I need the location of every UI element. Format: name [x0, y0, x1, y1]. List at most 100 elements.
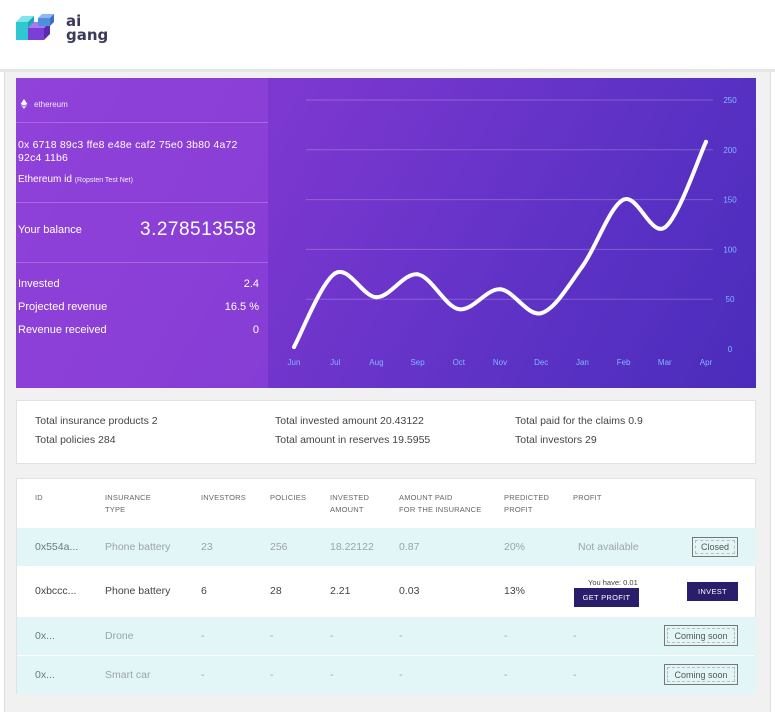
summary-policies: Total policies 284	[35, 434, 116, 446]
projected-revenue-label: Projected revenue	[18, 301, 108, 313]
row-paid: 0.87	[399, 541, 420, 553]
account-panel: 0 50 100 150 200 250 Jun Jul Aug Sep Oct Nov Dec Jan F…	[16, 78, 756, 388]
x-tick-label: Aug	[369, 358, 383, 367]
y-tick-label: 150	[723, 196, 737, 205]
x-tick-label: Mar	[658, 358, 672, 367]
x-tick-label: Oct	[453, 358, 466, 367]
get-profit-button[interactable]: GET PROFIT	[574, 588, 639, 607]
col-type-line1: INSURANCE	[105, 493, 151, 502]
col-predicted: PREDICTED PROFIT	[504, 492, 549, 516]
divider	[16, 262, 268, 263]
closed-button[interactable]: Closed	[692, 537, 738, 557]
logo-text: ai gang	[66, 12, 109, 44]
divider	[16, 202, 268, 203]
row-paid: -	[399, 669, 403, 681]
revenue-received-value: 0	[252, 324, 259, 336]
network-name: ethereum	[34, 99, 68, 109]
col-invested-line2: AMOUNT	[330, 505, 364, 514]
table-row: 0xbccc... Phone battery 6 28 2.21 0.03 1…	[17, 566, 757, 617]
table-row: 0x... Smart car - - - - - - Coming soon	[17, 656, 757, 694]
data-point	[374, 295, 379, 300]
row-predicted: -	[504, 630, 508, 642]
coming-soon-button[interactable]: Coming soon	[664, 625, 738, 646]
revenue-received-label: Revenue received	[18, 324, 107, 336]
row-profit: -	[573, 630, 577, 642]
row-id[interactable]: 0x...	[35, 630, 55, 642]
row-invested: 2.21	[330, 585, 351, 597]
data-point	[333, 271, 338, 276]
row-type: Phone battery	[105, 585, 171, 597]
row-predicted: -	[504, 669, 508, 681]
invested-label: Invested	[18, 278, 60, 290]
x-tick-label: Jun	[288, 358, 301, 367]
y-tick-label: 100	[723, 245, 737, 254]
ethereum-icon	[20, 99, 28, 109]
row-profit: -	[573, 669, 577, 681]
row-id[interactable]: 0x...	[35, 669, 55, 681]
row-investors: 23	[201, 541, 213, 553]
coming-soon-label: Coming soon	[667, 628, 735, 643]
summary-reserves: Total amount in reserves 19.5955	[275, 434, 431, 446]
row-id[interactable]: 0x554a...	[35, 541, 79, 553]
row-investors: -	[201, 669, 205, 681]
row-paid: -	[399, 630, 403, 642]
ethereum-id-text: Ethereum id	[18, 174, 72, 185]
table-row: 0x554a... Phone battery 23 256 18.22122 …	[17, 528, 757, 566]
data-point	[580, 264, 585, 269]
row-predicted: 20%	[504, 541, 526, 553]
x-tick-label: Jan	[576, 358, 589, 367]
col-invested: INVESTED AMOUNT	[330, 492, 369, 516]
balance-label: Your balance	[18, 224, 82, 236]
summary-products: Total insurance products 2	[35, 415, 158, 427]
coming-soon-button[interactable]: Coming soon	[664, 664, 738, 685]
table-row: 0x... Drone - - - - - - Coming soon	[17, 617, 757, 655]
data-point	[662, 225, 667, 230]
wallet-address: 0x 6718 89c3 ffe8 e48e caf2 75e0 3b80 4a…	[18, 139, 238, 164]
series-line	[292, 139, 708, 350]
row-predicted: 13%	[504, 585, 526, 597]
y-tick-label: 0	[728, 345, 733, 354]
x-tick-label: Sep	[410, 358, 425, 367]
row-id[interactable]: 0xbccc...	[35, 585, 77, 597]
data-point	[415, 272, 420, 277]
logo-line-2: gang	[66, 26, 109, 44]
row-type: Smart car	[105, 669, 151, 681]
col-predicted-line1: PREDICTED	[504, 493, 550, 502]
col-type-line2: TYPE	[105, 505, 126, 514]
col-paid-line1: AMOUNT PAID	[399, 493, 453, 502]
logo-line-1: ai	[66, 12, 82, 30]
y-tick-label: 200	[723, 146, 737, 155]
col-investors: INVESTORS	[201, 493, 247, 502]
summary-invested: Total invested amount 20.43122	[275, 415, 424, 427]
col-type: INSURANCE TYPE	[105, 492, 151, 516]
header-divider	[0, 69, 775, 72]
cube-logo-icon	[16, 14, 54, 40]
data-point	[456, 307, 461, 312]
closed-button-label: Closed	[695, 540, 735, 554]
data-point	[539, 311, 544, 316]
row-policies: 28	[270, 585, 282, 597]
row-policies: -	[270, 630, 274, 642]
data-point	[498, 287, 502, 292]
invest-button[interactable]: INVEST	[687, 582, 738, 601]
investment-chart: 0 50 100 150 200 250 Jun Jul Aug Sep Oct Nov Dec Jan F…	[288, 96, 738, 367]
col-policies: POLICIES	[270, 493, 307, 502]
data-point	[621, 197, 626, 202]
you-have-label: You have: 0.01	[588, 578, 638, 587]
invested-value: 2.4	[243, 278, 259, 290]
col-paid: AMOUNT PAID FOR THE INSURANCE	[399, 492, 481, 516]
ethereum-id-label: Ethereum id (Ropsten Test Net)	[18, 174, 133, 185]
x-tick-label: Jul	[330, 358, 340, 367]
data-point	[292, 345, 296, 350]
balance-value: 3.278513558	[140, 219, 257, 240]
logo[interactable]: ai gang	[14, 12, 108, 44]
divider	[16, 122, 268, 123]
y-tick-label: 50	[726, 295, 735, 304]
x-tick-label: Dec	[534, 358, 548, 367]
col-predicted-line2: PROFIT	[504, 505, 533, 514]
app-header: ai gang	[0, 0, 775, 72]
account-details	[16, 78, 268, 388]
col-paid-line2: FOR THE INSURANCE	[399, 505, 482, 514]
summary-panel: Total insurance products 2 Total policie…	[16, 400, 756, 464]
ethereum-network-text: (Ropsten Test Net)	[74, 177, 133, 184]
